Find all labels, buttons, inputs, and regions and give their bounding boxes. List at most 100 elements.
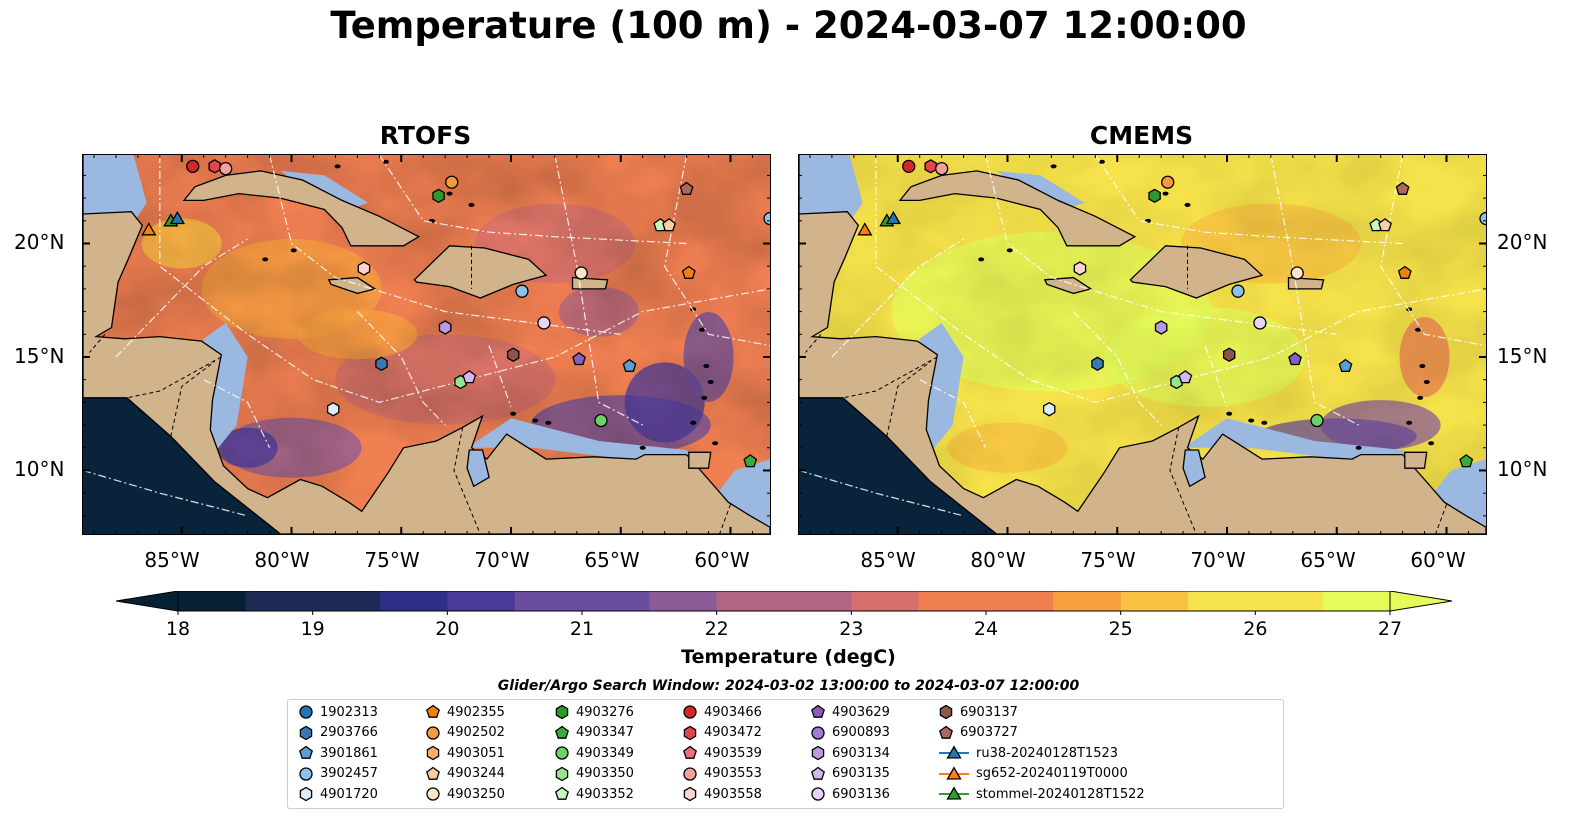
station-marker-4903276[interactable] bbox=[1148, 188, 1161, 204]
station-marker-2903766[interactable] bbox=[1091, 356, 1104, 372]
legend-label: 4903350 bbox=[576, 766, 634, 781]
legend-label: 6903136 bbox=[832, 786, 890, 802]
legend-label: 4903466 bbox=[704, 704, 762, 720]
station-marker-3901861[interactable] bbox=[622, 358, 637, 372]
legend-item: 4903051 bbox=[425, 743, 505, 763]
legend-label: 6903135 bbox=[832, 766, 890, 781]
station-marker-4902502[interactable] bbox=[445, 175, 459, 189]
legend-item: stommel-20240128T1522 bbox=[938, 784, 1145, 804]
legend-item: 3901861 bbox=[298, 743, 378, 763]
station-marker-6903137[interactable] bbox=[1222, 347, 1236, 362]
station-marker-ru38-20240128T1523[interactable] bbox=[169, 210, 186, 225]
colorbar-band bbox=[178, 591, 246, 611]
legend-label: 4903629 bbox=[832, 704, 890, 720]
station-marker-4903629[interactable] bbox=[572, 352, 586, 366]
legend-item: 4903472 bbox=[682, 723, 762, 743]
legend-label: 4903051 bbox=[447, 745, 505, 761]
temperature-colorbar bbox=[116, 591, 1452, 615]
colorbar-band bbox=[716, 591, 785, 611]
station-marker-3902457[interactable] bbox=[1479, 211, 1486, 226]
colorbar-band bbox=[649, 591, 718, 611]
legend-item: 3902457 bbox=[298, 764, 378, 784]
station-marker-4903553[interactable] bbox=[935, 161, 949, 176]
colorbar-band bbox=[1120, 591, 1189, 611]
colorbar-tick-label: 25 bbox=[1108, 618, 1133, 640]
station-marker-4902355[interactable] bbox=[1397, 265, 1412, 279]
legend-label: 1902313 bbox=[320, 704, 378, 720]
legend-label: 4903349 bbox=[576, 745, 634, 761]
lat-label-right-20n: 20°N bbox=[1497, 230, 1548, 254]
station-marker-sg652-20240119T0000[interactable] bbox=[857, 222, 873, 236]
station-marker-3902457[interactable] bbox=[515, 284, 529, 298]
float-marker-icon bbox=[426, 766, 440, 780]
legend-label: 3902457 bbox=[320, 766, 378, 781]
colorbar-tick-label: 20 bbox=[435, 618, 460, 640]
station-marker-6903137[interactable] bbox=[506, 347, 520, 362]
lat-label-right-15n: 15°N bbox=[1497, 344, 1548, 368]
station-marker-4903558[interactable] bbox=[1073, 261, 1087, 276]
station-marker-3901861[interactable] bbox=[1338, 358, 1353, 372]
station-marker-3902457[interactable] bbox=[763, 211, 770, 226]
legend-item: 4903558 bbox=[682, 784, 762, 804]
float-marker-icon bbox=[555, 746, 569, 760]
station-marker-4903553[interactable] bbox=[219, 161, 233, 176]
station-marker-4903276[interactable] bbox=[432, 188, 445, 204]
legend-label: 4903244 bbox=[447, 766, 505, 781]
legend-label: 6903727 bbox=[960, 725, 1018, 740]
station-marker-4903244[interactable] bbox=[1378, 218, 1392, 232]
float-marker-icon bbox=[683, 705, 697, 719]
station-marker-4901720[interactable] bbox=[326, 401, 340, 417]
station-marker-6903135[interactable] bbox=[462, 370, 477, 384]
station-marker-4903558[interactable] bbox=[357, 261, 371, 276]
station-marker-4903349[interactable] bbox=[594, 413, 608, 428]
station-marker-4903250[interactable] bbox=[1290, 266, 1304, 280]
station-marker-4902355[interactable] bbox=[681, 265, 696, 279]
map-cmems[interactable] bbox=[798, 154, 1487, 535]
station-marker-6903136[interactable] bbox=[537, 316, 551, 330]
legend-item: 4903349 bbox=[554, 743, 634, 763]
station-marker-4903466[interactable] bbox=[186, 159, 200, 173]
legend-label: 4903553 bbox=[704, 766, 762, 781]
map-rtofs[interactable] bbox=[82, 154, 771, 535]
station-marker-ru38-20240128T1523[interactable] bbox=[885, 210, 902, 225]
station-marker-4902502[interactable] bbox=[1161, 175, 1175, 189]
legend-item: 4903244 bbox=[425, 764, 505, 784]
legend-item: 4903466 bbox=[682, 702, 762, 722]
colorbar-band bbox=[380, 591, 448, 611]
float-marker-icon bbox=[811, 745, 825, 761]
station-marker-4903472[interactable] bbox=[924, 159, 937, 174]
station-marker-sg652-20240119T0000[interactable] bbox=[141, 222, 157, 236]
station-marker-4903244[interactable] bbox=[662, 218, 676, 232]
float-marker-icon bbox=[555, 725, 569, 739]
float-marker-icon bbox=[299, 786, 313, 802]
station-marker-6903136[interactable] bbox=[1253, 316, 1267, 330]
colorbar-band bbox=[312, 591, 381, 611]
station-marker-4903466[interactable] bbox=[902, 159, 916, 173]
station-marker-4901720[interactable] bbox=[1042, 401, 1056, 417]
station-marker-3902457[interactable] bbox=[1231, 284, 1245, 298]
lon-label-left-65w: 65°W bbox=[584, 548, 640, 572]
float-marker-icon bbox=[299, 766, 313, 781]
colorbar-tick-label: 19 bbox=[300, 618, 325, 640]
station-marker-4903347[interactable] bbox=[743, 454, 758, 468]
station-marker-4903629[interactable] bbox=[1288, 352, 1302, 366]
station-marker-6903727[interactable] bbox=[1395, 181, 1410, 195]
station-marker-6903135[interactable] bbox=[1178, 370, 1193, 384]
station-marker-6903727[interactable] bbox=[679, 181, 694, 195]
station-marker-4903349[interactable] bbox=[1310, 413, 1324, 428]
station-marker-6903134[interactable] bbox=[438, 320, 452, 335]
station-marker-4903347[interactable] bbox=[1459, 454, 1474, 468]
legend-label: 4903347 bbox=[576, 725, 634, 740]
colorbar-band bbox=[514, 591, 583, 611]
legend-item: 4903553 bbox=[682, 764, 762, 784]
station-marker-6903134[interactable] bbox=[1154, 320, 1168, 335]
station-marker-2903766[interactable] bbox=[375, 356, 388, 372]
station-marker-4903250[interactable] bbox=[574, 266, 588, 280]
float-marker-icon bbox=[811, 725, 825, 740]
station-marker-4903472[interactable] bbox=[208, 159, 221, 174]
legend-label: sg652-20240119T0000 bbox=[976, 766, 1128, 781]
float-marker-icon bbox=[299, 745, 313, 759]
float-marker-icon bbox=[426, 787, 440, 801]
lat-label-left-10n: 10°N bbox=[14, 457, 65, 481]
legend-item: 4903276 bbox=[554, 702, 634, 722]
